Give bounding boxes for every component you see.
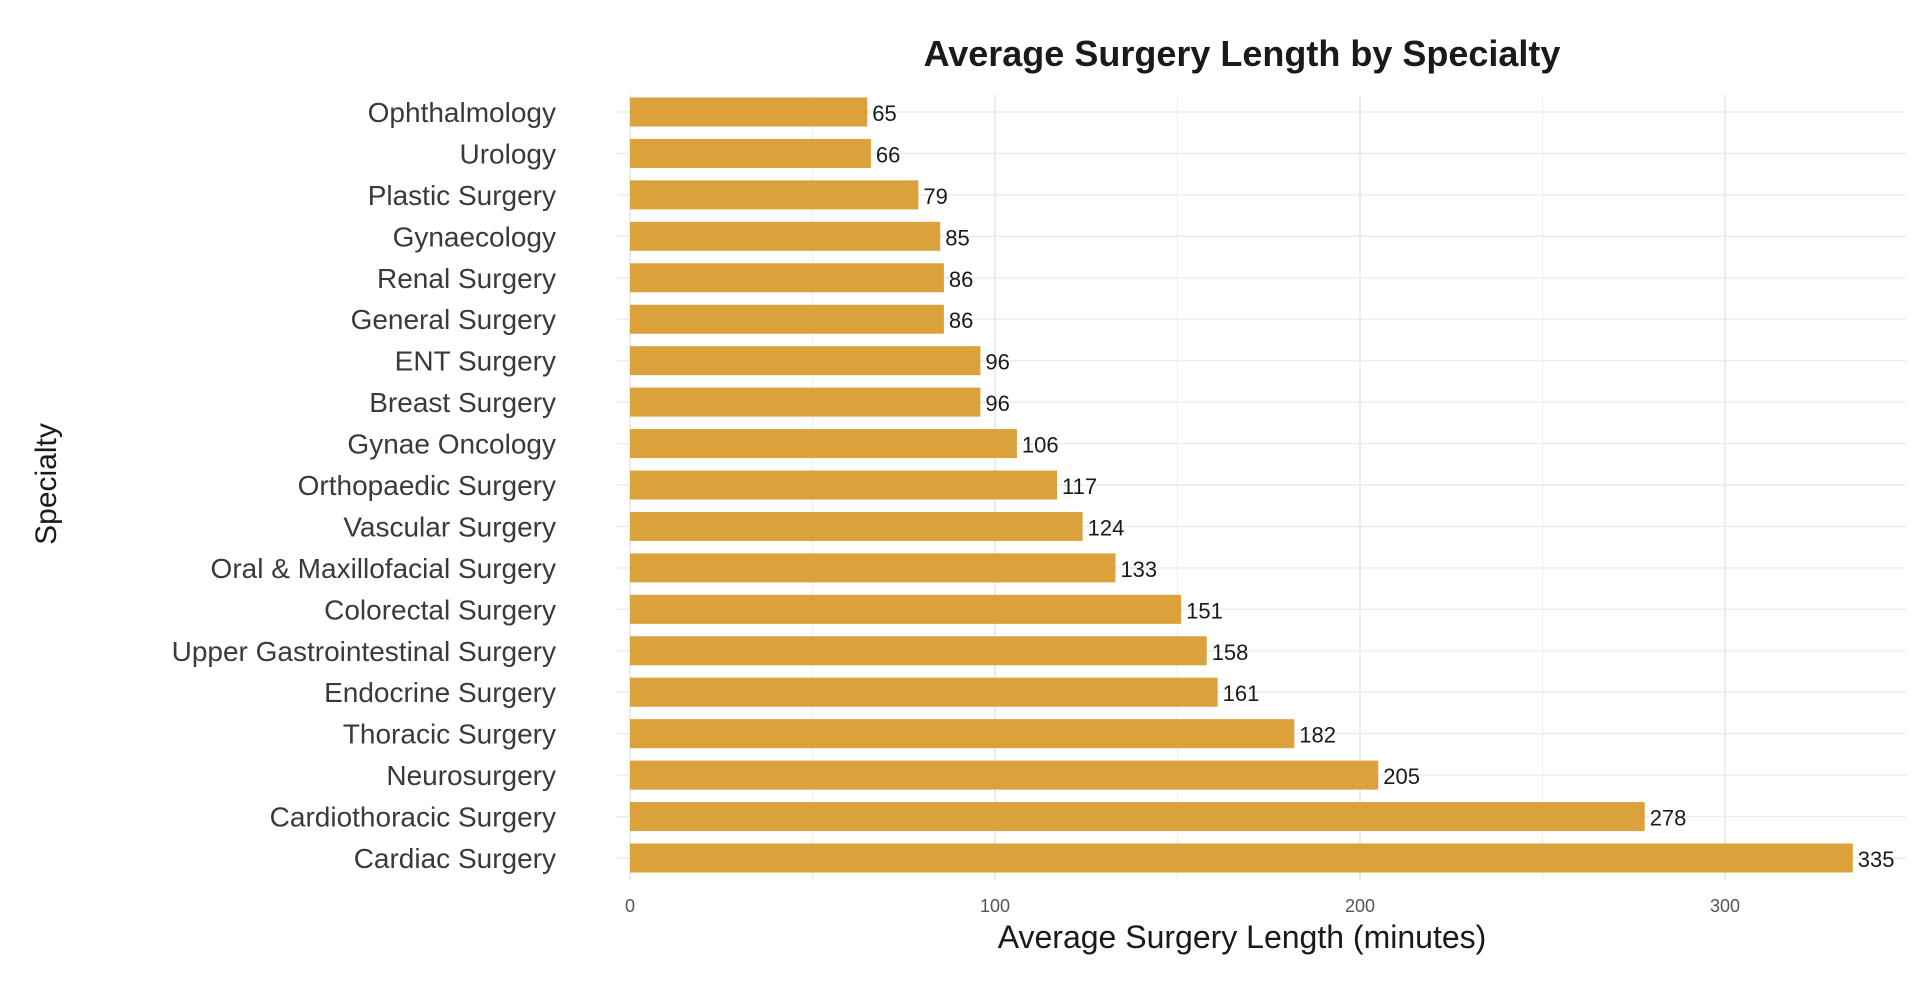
bar <box>630 180 919 210</box>
category-label: Oral & Maxillofacial Surgery <box>211 553 556 584</box>
category-label: Breast Surgery <box>369 387 556 418</box>
value-label: 278 <box>1650 806 1687 831</box>
x-tick-label: 0 <box>625 896 635 916</box>
bar <box>630 511 1083 541</box>
x-tick-label: 100 <box>980 896 1010 916</box>
value-label: 65 <box>872 101 896 126</box>
y-axis-label: Specialty <box>30 423 63 545</box>
bar <box>630 470 1058 500</box>
value-label: 106 <box>1022 433 1059 458</box>
bar <box>630 636 1207 666</box>
bar <box>630 346 981 376</box>
bar <box>630 429 1017 459</box>
category-label: Cardiothoracic Surgery <box>270 802 556 833</box>
bar <box>630 263 944 293</box>
category-label: Ophthalmology <box>368 97 556 128</box>
category-label: Gynaecology <box>393 221 556 252</box>
bar <box>630 802 1645 832</box>
bar <box>630 677 1218 707</box>
value-label: 335 <box>1858 847 1895 872</box>
value-label: 79 <box>923 184 947 209</box>
x-tick-labels: 0 100 200 300 <box>625 896 1740 916</box>
bar <box>630 553 1116 583</box>
category-label: Plastic Surgery <box>368 180 556 211</box>
value-label: 86 <box>949 267 973 292</box>
value-label: 66 <box>876 142 900 167</box>
category-label: Orthopaedic Surgery <box>298 470 556 501</box>
value-label: 205 <box>1383 764 1420 789</box>
value-label: 124 <box>1088 515 1125 540</box>
x-tick-label: 300 <box>1710 896 1740 916</box>
value-label: 182 <box>1299 723 1336 748</box>
value-label: 85 <box>945 225 969 250</box>
bar <box>630 843 1853 873</box>
value-label: 151 <box>1186 598 1223 623</box>
category-label: Urology <box>460 138 556 169</box>
chart-title: Average Surgery Length by Specialty <box>924 33 1561 74</box>
category-label: Endocrine Surgery <box>324 677 556 708</box>
category-label: Cardiac Surgery <box>354 843 556 874</box>
x-axis-label: Average Surgery Length (minutes) <box>998 919 1487 955</box>
category-label: Neurosurgery <box>386 760 556 791</box>
category-label: Renal Surgery <box>377 263 556 294</box>
category-label: Gynae Oncology <box>347 429 556 460</box>
bars <box>630 97 1853 873</box>
value-label: 96 <box>985 391 1009 416</box>
category-labels: Ophthalmology Urology Plastic Surgery Gynae… <box>172 97 556 874</box>
value-label: 117 <box>1062 474 1097 499</box>
bar <box>630 594 1182 624</box>
category-label: Thoracic Surgery <box>343 719 556 750</box>
bar <box>630 760 1379 790</box>
category-label: Upper Gastrointestinal Surgery <box>172 636 556 667</box>
category-label: ENT Surgery <box>395 346 556 377</box>
bar <box>630 221 941 251</box>
value-label: 161 <box>1223 681 1260 706</box>
value-label: 158 <box>1212 640 1249 665</box>
value-label: 96 <box>985 350 1009 375</box>
bar <box>630 138 871 168</box>
value-label: 86 <box>949 308 973 333</box>
category-label: General Surgery <box>351 304 556 335</box>
bar <box>630 719 1295 749</box>
bar <box>630 97 868 127</box>
category-label: Vascular Surgery <box>343 511 556 542</box>
bar <box>630 387 981 417</box>
bar <box>630 304 944 334</box>
category-label: Colorectal Surgery <box>324 594 556 625</box>
value-label: 133 <box>1120 557 1157 582</box>
x-tick-label: 200 <box>1345 896 1375 916</box>
